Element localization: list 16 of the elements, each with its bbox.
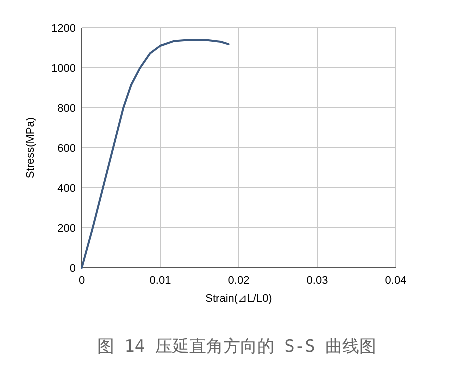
y-tick-label: 1000 — [52, 63, 76, 75]
caption: 图 14 压延直角方向的 S-S 曲线图 — [97, 337, 377, 357]
x-tick-label: 0.04 — [385, 275, 407, 287]
x-tick-label: 0.02 — [228, 275, 250, 287]
y-tick-label: 800 — [58, 103, 76, 115]
y-tick-label: 200 — [58, 223, 76, 235]
x-axis-title: Strain(⊿L/L0) — [206, 293, 272, 305]
y-tick-label: 400 — [58, 183, 76, 195]
line-series — [81, 39, 230, 269]
y-axis-title: Stress(MPa) — [25, 117, 37, 179]
y-tick-label: 1200 — [52, 23, 76, 35]
x-tick-label: 0.01 — [150, 275, 172, 287]
y-tick-label: 0 — [70, 263, 76, 275]
x-tick-label: 0.03 — [306, 275, 328, 287]
y-tick-label: 600 — [58, 143, 76, 155]
x-tick-label: 0 — [78, 275, 86, 287]
